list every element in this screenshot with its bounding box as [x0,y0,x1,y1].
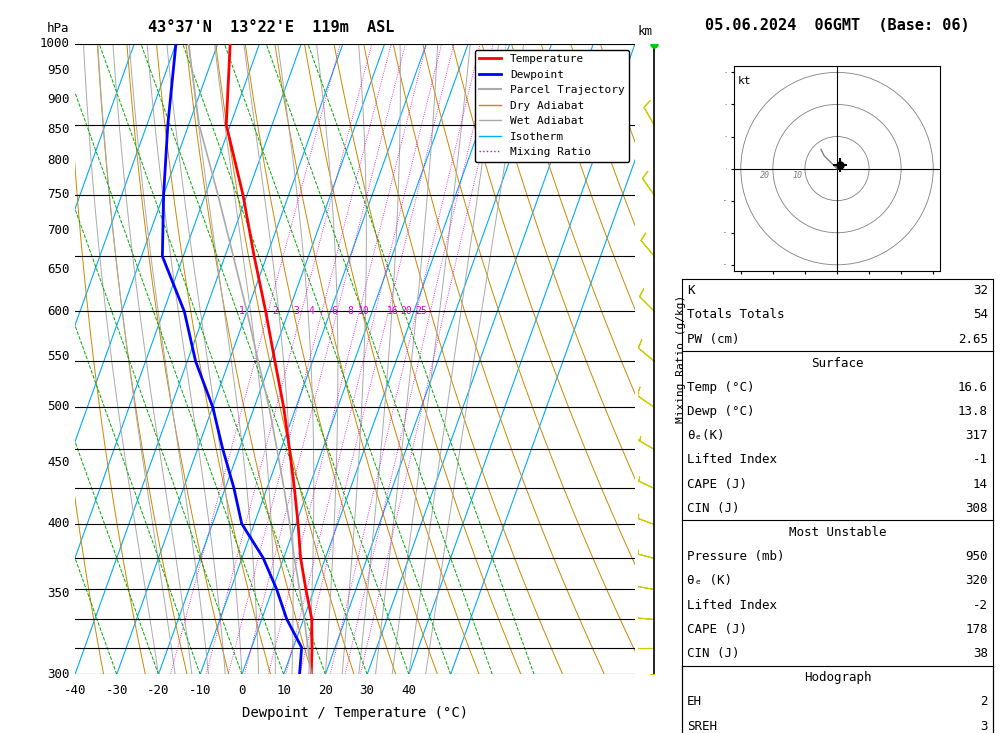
Text: 05.06.2024  06GMT  (Base: 06): 05.06.2024 06GMT (Base: 06) [705,18,970,33]
Text: 1000: 1000 [39,37,69,51]
Text: 1: 1 [239,306,245,317]
Text: 178: 178 [966,623,988,636]
Text: km: km [638,25,653,37]
Text: θₑ (K): θₑ (K) [687,575,732,587]
Text: 850: 850 [47,122,69,136]
Text: CAPE (J): CAPE (J) [687,623,747,636]
Text: Most Unstable: Most Unstable [789,526,886,539]
Text: Lifted Index: Lifted Index [687,454,777,466]
Text: 20: 20 [318,684,333,697]
Text: 2: 2 [980,696,988,708]
Text: 10: 10 [358,306,370,317]
Text: 0: 0 [238,684,246,697]
Text: Totals Totals: Totals Totals [687,309,784,321]
Text: 950: 950 [47,65,69,78]
Text: hPa: hPa [47,21,69,34]
Text: 25: 25 [415,306,427,317]
Text: 800: 800 [47,155,69,167]
Text: Surface: Surface [811,357,864,369]
Text: 16.6: 16.6 [958,381,988,394]
Text: PW (cm): PW (cm) [687,333,740,345]
Text: 1: 1 [638,92,645,106]
Text: Lifted Index: Lifted Index [687,599,777,611]
Text: -20: -20 [147,684,170,697]
Text: 16: 16 [387,306,398,317]
Text: 350: 350 [47,587,69,600]
Text: 950: 950 [966,550,988,563]
Text: Temp (°C): Temp (°C) [687,381,755,394]
Text: 8: 8 [638,587,645,600]
Text: 550: 550 [47,350,69,364]
Text: 450: 450 [47,456,69,468]
Text: SREH: SREH [687,720,717,732]
Text: 32: 32 [973,284,988,297]
Text: EH: EH [687,696,702,708]
Text: 8: 8 [348,306,354,317]
Text: -10: -10 [189,684,211,697]
Text: 20: 20 [760,172,770,180]
Text: 4: 4 [638,263,645,276]
Text: 317: 317 [966,430,988,442]
Text: 2.65: 2.65 [958,333,988,345]
Text: 300: 300 [47,668,69,681]
Text: 500: 500 [47,400,69,413]
Text: 900: 900 [47,92,69,106]
Text: -1: -1 [973,454,988,466]
Text: 650: 650 [47,263,69,276]
Text: 54: 54 [973,309,988,321]
Text: -2: -2 [973,599,988,611]
Legend: Temperature, Dewpoint, Parcel Trajectory, Dry Adiabat, Wet Adiabat, Isotherm, Mi: Temperature, Dewpoint, Parcel Trajectory… [475,50,629,162]
Text: 40: 40 [401,684,416,697]
Text: CIN (J): CIN (J) [687,502,740,515]
Text: 400: 400 [47,517,69,530]
Text: θₑ(K): θₑ(K) [687,430,724,442]
Text: 2: 2 [638,155,645,167]
Text: -40: -40 [64,684,86,697]
Text: kt: kt [738,75,751,86]
Text: -30: -30 [105,684,128,697]
Text: 6: 6 [331,306,337,317]
Text: 6: 6 [638,456,645,468]
Text: 700: 700 [47,224,69,237]
Text: Dewp (°C): Dewp (°C) [687,405,755,418]
Text: 2: 2 [273,306,278,317]
Text: 13.8: 13.8 [958,405,988,418]
Text: Hodograph: Hodograph [804,671,871,684]
Text: K: K [687,284,694,297]
Text: 308: 308 [966,502,988,515]
Text: Dewpoint / Temperature (°C): Dewpoint / Temperature (°C) [242,706,468,720]
Text: 20: 20 [401,306,412,317]
Text: 320: 320 [966,575,988,587]
Text: 3: 3 [293,306,299,317]
Text: 10: 10 [276,684,291,697]
Text: 3: 3 [638,224,645,237]
Text: CIN (J): CIN (J) [687,647,740,660]
Text: 600: 600 [47,305,69,318]
Text: 30: 30 [360,684,375,697]
Text: 43°37'N  13°22'E  119m  ASL: 43°37'N 13°22'E 119m ASL [148,20,394,34]
Text: 750: 750 [47,188,69,201]
Text: Mixing Ratio (g/kg): Mixing Ratio (g/kg) [676,295,686,423]
Text: ASL: ASL [638,47,660,60]
Text: 38: 38 [973,647,988,660]
Text: Pressure (mb): Pressure (mb) [687,550,784,563]
Text: 3: 3 [980,720,988,732]
Text: 5: 5 [638,350,645,364]
Text: CAPE (J): CAPE (J) [687,478,747,490]
Text: LCL: LCL [638,66,658,75]
Text: 14: 14 [973,478,988,490]
Text: 10: 10 [792,172,802,180]
Text: 4: 4 [309,306,315,317]
